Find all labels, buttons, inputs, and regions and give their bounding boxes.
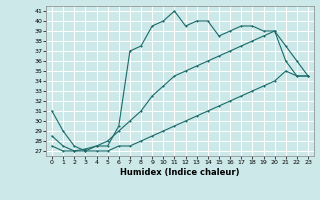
X-axis label: Humidex (Indice chaleur): Humidex (Indice chaleur) (120, 168, 240, 177)
